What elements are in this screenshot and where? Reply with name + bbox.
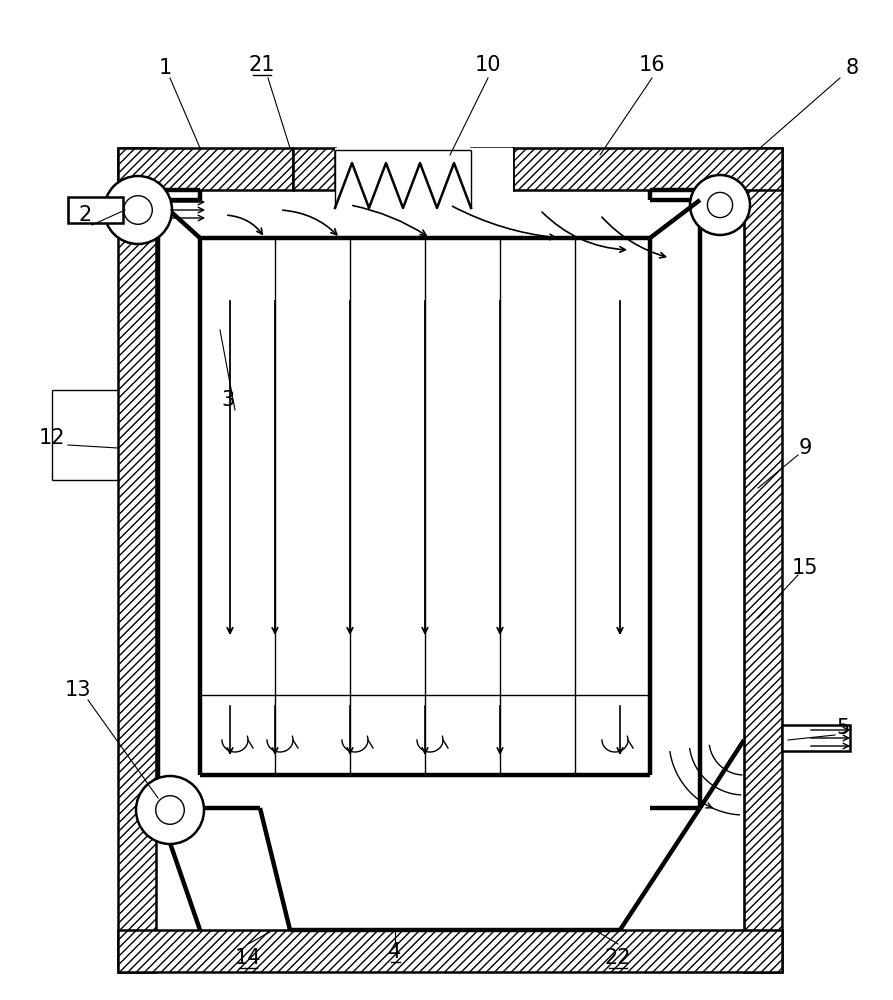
Circle shape <box>690 175 750 235</box>
Text: 4: 4 <box>388 942 402 962</box>
Bar <box>471 148 513 190</box>
Text: 21: 21 <box>249 55 275 75</box>
Text: 1: 1 <box>158 58 171 78</box>
Text: 14: 14 <box>235 948 262 968</box>
Text: 12: 12 <box>38 428 65 448</box>
Bar <box>335 148 513 213</box>
Bar <box>513 148 782 190</box>
Text: 9: 9 <box>798 438 812 458</box>
Bar <box>118 148 293 190</box>
Bar <box>68 197 123 223</box>
Text: 8: 8 <box>846 58 858 78</box>
Text: 16: 16 <box>638 55 665 75</box>
Circle shape <box>155 796 184 824</box>
Text: 5: 5 <box>837 718 849 738</box>
Bar <box>118 930 782 972</box>
Circle shape <box>124 196 153 224</box>
Text: 2: 2 <box>79 205 92 225</box>
Text: 10: 10 <box>475 55 501 75</box>
Circle shape <box>136 776 204 844</box>
Bar <box>118 148 156 972</box>
Text: 22: 22 <box>605 948 631 968</box>
Text: 13: 13 <box>65 680 91 700</box>
Text: 15: 15 <box>792 558 818 578</box>
Circle shape <box>104 176 172 244</box>
Circle shape <box>707 192 732 218</box>
Text: 3: 3 <box>221 390 235 410</box>
Bar <box>782 725 850 751</box>
Bar <box>744 148 782 972</box>
Bar <box>293 148 335 190</box>
